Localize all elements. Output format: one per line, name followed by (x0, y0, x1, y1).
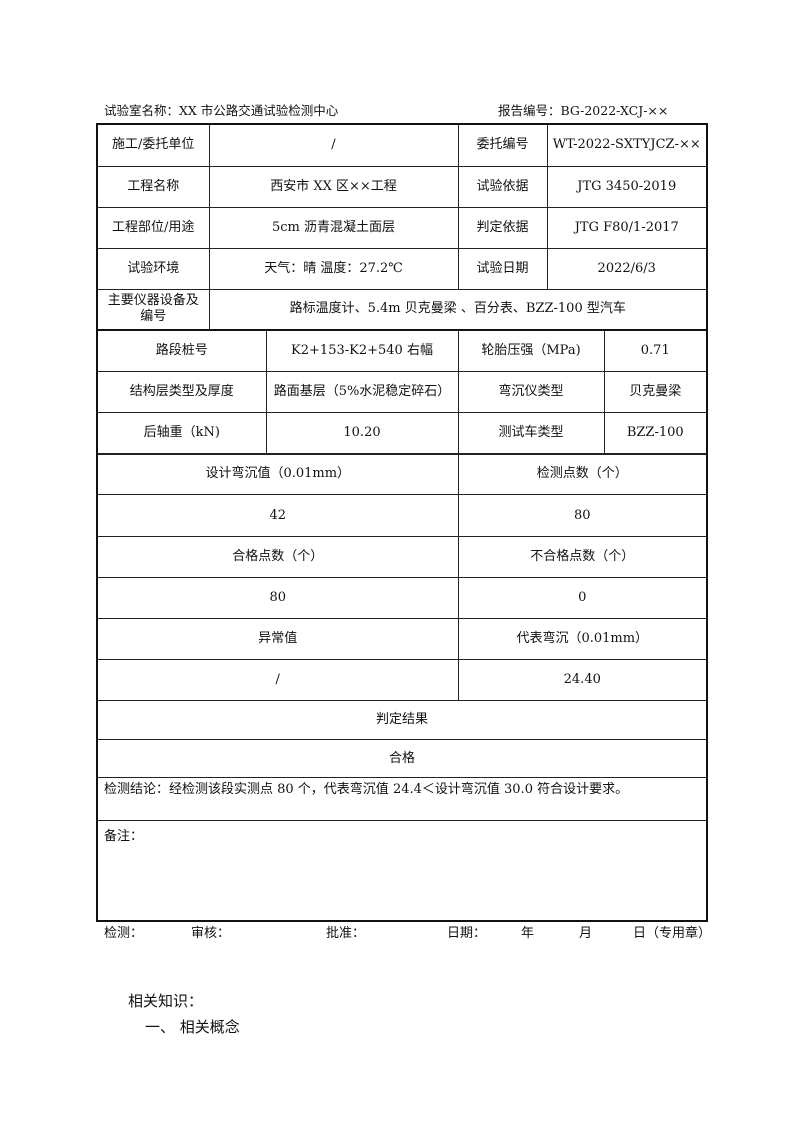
result-row: 设计弯沉值（0.01mm） 检测点数（个） (96, 453, 708, 495)
label: 判定依据 (457, 206, 548, 249)
year-label: 年 (521, 926, 535, 941)
judgement-label: 判定结果 (96, 700, 708, 740)
params-table: 路段桩号 K2+153-K2+540 右幅 轮胎压强（MPa) 0.71 结构层类型及… (96, 329, 708, 455)
info-row: 施工/委托单位 / 委托编号 WT-2022-SXTYJCZ-×× (96, 123, 708, 167)
label: 后轴重（kN) (96, 411, 267, 455)
result-label: 检测点数（个） (457, 453, 708, 495)
info-row: 试验环境 天气：晴 温度：27.2℃ 试验日期 2022/6/3 (96, 247, 708, 290)
equipment-row: 主要仪器设备及编号 路标温度计、5.4m 贝克曼梁 、百分表、BZZ-100 型汽… (96, 288, 708, 330)
result-row: 异常值 代表弯沉（0.01mm） (96, 618, 708, 660)
equipment-value: 路标温度计、5.4m 贝克曼梁 、百分表、BZZ-100 型汽车 (208, 288, 708, 330)
result-value: / (96, 659, 459, 701)
month-label: 月 (579, 926, 593, 941)
section-heading: 一、 相关概念 (145, 1018, 240, 1036)
value: / (208, 123, 459, 167)
label: 工程名称 (96, 165, 210, 208)
result-label: 不合格点数（个） (457, 536, 708, 578)
result-value: 42 (96, 494, 459, 537)
label: 结构层类型及厚度 (96, 370, 267, 413)
result-row: 42 80 (96, 494, 708, 537)
remarks-row: 备注： (96, 820, 708, 921)
result-value: 80 (457, 494, 708, 537)
conclusion-row: 检测结论：经检测该段实测点 80 个，代表弯沉值 24.4＜设计弯沉值 30.0… (96, 777, 708, 821)
value: 0.71 (603, 329, 708, 372)
judgement-label-row: 判定结果 (96, 700, 708, 740)
approver-label: 批准： (326, 926, 366, 941)
value: 天气：晴 温度：27.2℃ (208, 247, 459, 290)
result-value: 24.40 (457, 659, 708, 701)
result-label: 设计弯沉值（0.01mm） (96, 453, 459, 495)
value: 西安市 XX 区××工程 (208, 165, 459, 208)
judgement-value-row: 合格 (96, 739, 708, 778)
result-label: 合格点数（个） (96, 536, 459, 578)
value: BZZ-100 (603, 411, 708, 455)
value: 路面基层（5%水泥稳定碎石） (265, 370, 459, 413)
label: 轮胎压强（MPa) (457, 329, 605, 372)
param-row: 后轴重（kN) 10.20 测试车类型 BZZ-100 (96, 411, 708, 455)
label: 弯沉仪类型 (457, 370, 605, 413)
equipment-label: 主要仪器设备及编号 (96, 288, 210, 330)
result-row: 80 0 (96, 577, 708, 619)
results-table: 设计弯沉值（0.01mm） 检测点数（个） 42 80 合格点数（个） 不合格点数（个… (96, 453, 708, 922)
label: 试验依据 (457, 165, 548, 208)
conclusion: 检测结论：经检测该段实测点 80 个，代表弯沉值 24.4＜设计弯沉值 30.0… (96, 777, 708, 821)
result-row: /24.40 (96, 659, 708, 701)
label: 试验日期 (457, 247, 548, 290)
param-row: 路段桩号 K2+153-K2+540 右幅 轮胎压强（MPa) 0.71 (96, 329, 708, 372)
lab-name: 试验室名称：XX 市公路交通试验检测中心 (104, 103, 339, 118)
label: 委托编号 (457, 123, 548, 167)
result-value: 80 (96, 577, 459, 619)
report-number: 报告编号：BG-2022-XCJ-×× (498, 103, 669, 118)
label: 测试车类型 (457, 411, 605, 455)
judgement-value: 合格 (96, 739, 708, 778)
label: 工程部位/用途 (96, 206, 210, 249)
value: K2+153-K2+540 右幅 (265, 329, 459, 372)
info-row: 工程名称 西安市 XX 区××工程 试验依据 JTG 3450-2019 (96, 165, 708, 208)
date-label: 日期： (447, 926, 487, 941)
value: 2022/6/3 (546, 247, 708, 290)
tester-label: 检测： (104, 926, 144, 941)
info-table: 施工/委托单位 / 委托编号 WT-2022-SXTYJCZ-×× 工程名称 西安市 X… (96, 123, 708, 330)
value: JTG 3450-2019 (546, 165, 708, 208)
value: 10.20 (265, 411, 459, 455)
value: WT-2022-SXTYJCZ-×× (546, 123, 708, 167)
label: 试验环境 (96, 247, 210, 290)
param-row: 结构层类型及厚度 路面基层（5%水泥稳定碎石） 弯沉仪类型 贝克曼梁 (96, 370, 708, 413)
result-row: 合格点数（个） 不合格点数（个） (96, 536, 708, 578)
knowledge-title: 相关知识： (128, 992, 204, 1010)
value: 5cm 沥青混凝土面层 (208, 206, 459, 249)
value: JTG F80/1-2017 (546, 206, 708, 249)
reviewer-label: 审核： (191, 926, 231, 941)
remarks: 备注： (96, 820, 708, 921)
info-row: 工程部位/用途 5cm 沥青混凝土面层 判定依据 JTG F80/1-2017 (96, 206, 708, 249)
day-seal-label: 日（专用章） (633, 926, 712, 941)
result-value: 0 (457, 577, 708, 619)
value: 贝克曼梁 (603, 370, 708, 413)
result-label: 代表弯沉（0.01mm） (457, 618, 708, 660)
label: 施工/委托单位 (96, 123, 210, 167)
result-label: 异常值 (96, 618, 459, 660)
label: 路段桩号 (96, 329, 267, 372)
